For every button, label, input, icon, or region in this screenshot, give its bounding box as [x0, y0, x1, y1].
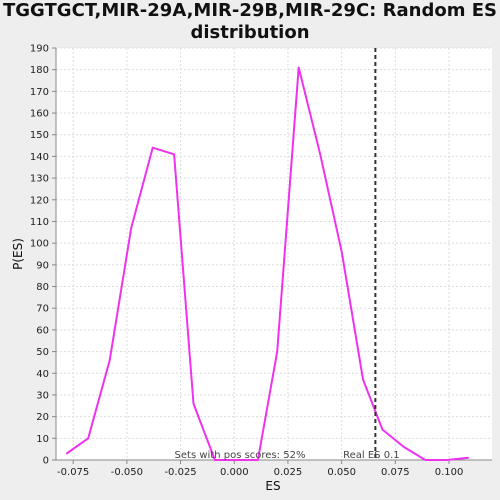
y-tick-label: 100 [30, 239, 49, 250]
series-layer [65, 66, 470, 461]
x-tick-label: 0.100 [435, 467, 464, 478]
series-line [66, 66, 469, 461]
y-tick-label: 20 [36, 412, 49, 423]
y-tick-label: 120 [30, 195, 49, 206]
data-point [87, 437, 89, 440]
data-point [424, 459, 427, 461]
x-tick-label: 0.050 [327, 467, 356, 478]
x-tick-label: 0.000 [220, 467, 249, 478]
y-tick-label: 50 [36, 347, 49, 358]
data-point [446, 459, 448, 461]
y-tick-label: 90 [36, 260, 49, 271]
data-point [65, 452, 68, 455]
pos-scores-annotation: Sets with pos scores: 52% [175, 450, 306, 461]
x-tick-label: 0.075 [381, 467, 410, 478]
y-tick-label: 150 [30, 130, 49, 141]
x-axis-label: ES [265, 479, 280, 493]
y-tick-label: 140 [30, 152, 49, 163]
y-tick-label: 10 [36, 434, 49, 445]
y-tick-label: 40 [36, 369, 49, 380]
y-tick-label: 190 [30, 44, 49, 55]
chart-title-line-1: TGGTGCT,MIR-29A,MIR-29B,MIR-29C: Random … [3, 0, 497, 21]
y-tick-label: 170 [30, 87, 49, 98]
data-point [214, 459, 216, 461]
data-point [130, 227, 132, 229]
y-axis-label: P(ES) [11, 238, 25, 270]
data-point [467, 457, 470, 459]
annotation-layer: Real ES 0.1 Sets with pos scores: 52% [175, 48, 400, 461]
plot-area [56, 48, 492, 460]
real-es-label: Real ES 0.1 [343, 450, 399, 461]
data-point [108, 359, 111, 362]
y-tick-label: 60 [36, 325, 49, 336]
y-tick-label: 30 [36, 390, 49, 401]
data-point [403, 446, 405, 448]
data-point [381, 428, 384, 431]
data-point [362, 379, 364, 381]
x-tick-label: -0.025 [164, 467, 196, 478]
chart-title-line-2: distribution [190, 22, 310, 43]
data-point [192, 402, 195, 405]
y-tick-label: 160 [30, 109, 49, 120]
chart-title: TGGTGCT,MIR-29A,MIR-29B,MIR-29C: Random … [0, 0, 500, 44]
data-point [319, 153, 322, 156]
x-tick-label: -0.050 [111, 467, 143, 478]
data-point [297, 66, 300, 69]
data-point [257, 459, 259, 461]
x-tick-label: 0.025 [274, 467, 303, 478]
y-tick-label: 0 [43, 456, 49, 467]
y-tick-label: 110 [30, 217, 49, 228]
data-point [173, 153, 175, 156]
y-tick-label: 130 [30, 174, 49, 185]
y-tick-label: 80 [36, 282, 49, 293]
data-point [151, 146, 154, 149]
axes-layer: 0 10 20 30 40 50 60 70 80 90 100 110 120 130 140 150 160… [30, 44, 492, 478]
data-point [340, 251, 343, 253]
data-point [235, 459, 238, 461]
data-point [276, 350, 279, 353]
x-tick-label: -0.075 [57, 467, 89, 478]
y-tick-label: 180 [30, 65, 49, 76]
y-tick-label: 70 [36, 304, 49, 315]
